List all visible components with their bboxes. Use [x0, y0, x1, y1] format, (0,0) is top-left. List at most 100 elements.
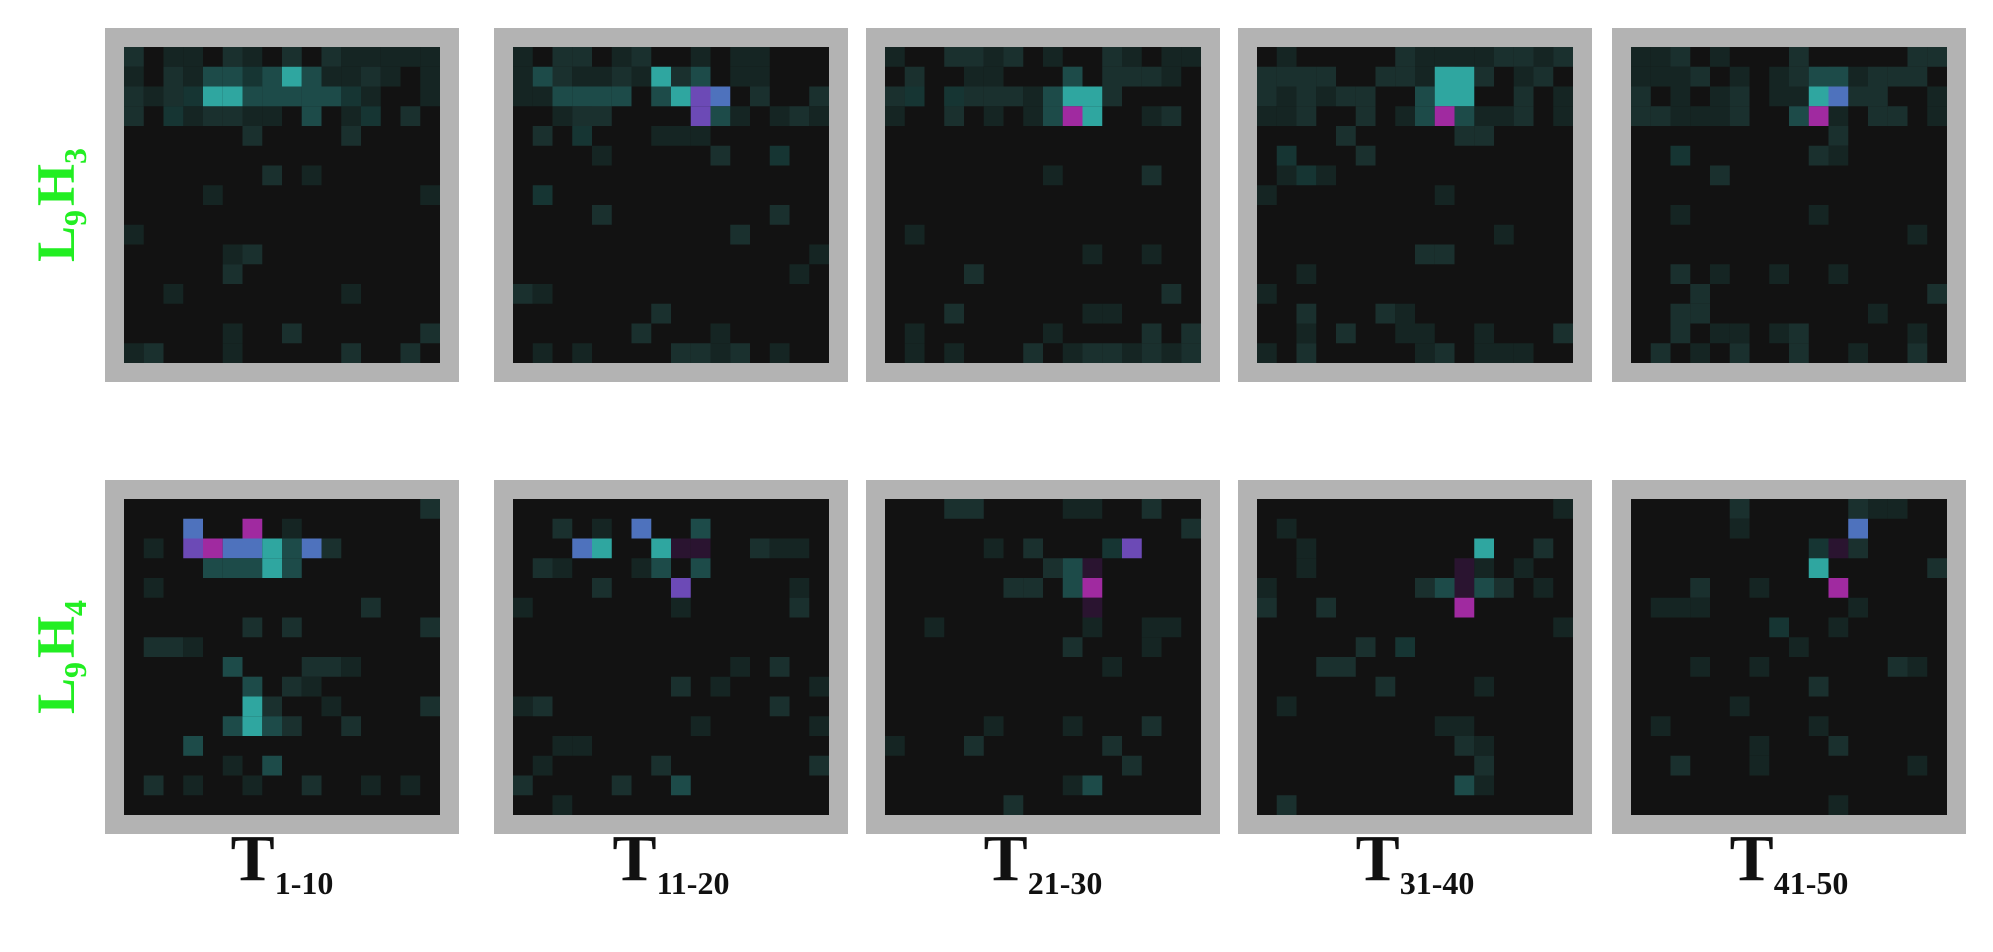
map-cell	[163, 284, 184, 304]
map-cell	[1023, 106, 1043, 126]
column-sub: 1-10	[275, 865, 334, 901]
map-cell	[904, 66, 925, 87]
map-cell	[183, 736, 203, 756]
map-cell	[1927, 47, 1947, 67]
map-cell	[1296, 558, 1317, 578]
map-cell	[885, 47, 905, 67]
map-cell	[321, 66, 342, 87]
map-cell	[1434, 578, 1455, 598]
map-cell	[1454, 716, 1475, 736]
map-cell	[885, 106, 905, 126]
map-cell	[1161, 47, 1182, 67]
map-cell	[1868, 86, 1888, 107]
map-cell	[420, 696, 440, 717]
map-cell	[1276, 145, 1297, 166]
map-cell	[341, 716, 361, 736]
map-cell	[1729, 518, 1750, 539]
map-cell	[1062, 499, 1083, 519]
map-cell	[1415, 578, 1435, 598]
map-cell	[809, 244, 829, 265]
map-cell	[282, 538, 302, 559]
map-cell	[1296, 106, 1317, 126]
map-cell	[1650, 47, 1671, 67]
map-cell	[690, 106, 711, 126]
map-cell	[1808, 106, 1829, 126]
map-cell	[242, 106, 263, 126]
map-cell	[611, 775, 632, 796]
map-cell	[572, 343, 592, 363]
map-cell	[203, 558, 223, 578]
map-cell	[1474, 538, 1494, 559]
map-cell	[1907, 657, 1928, 677]
map-cell	[1789, 323, 1809, 344]
row-layer-sub: 9	[57, 210, 93, 226]
map-cell	[1828, 66, 1849, 87]
map-cell	[1375, 303, 1396, 324]
map-cell	[1474, 47, 1494, 67]
map-cell	[1043, 106, 1063, 126]
map-cell	[183, 518, 203, 539]
map-cell	[1769, 86, 1789, 107]
map-cell	[1474, 578, 1494, 598]
map-cell	[1141, 499, 1162, 519]
map-cell	[631, 66, 652, 87]
column-main: T	[1356, 822, 1400, 895]
map-cell	[262, 716, 282, 736]
map-cell	[1415, 244, 1435, 265]
map-cell	[631, 558, 652, 578]
map-cell	[690, 538, 711, 559]
map-cell	[1690, 657, 1710, 677]
map-cell	[1316, 165, 1336, 186]
map-cell	[1023, 86, 1043, 107]
map-cell	[1082, 244, 1103, 265]
map-cell	[420, 47, 440, 67]
map-cell	[420, 499, 440, 519]
map-cell	[1729, 499, 1750, 519]
map-cell	[1161, 343, 1182, 363]
map-cell	[1887, 499, 1908, 519]
map-cell	[1828, 736, 1849, 756]
map-cell	[1082, 86, 1103, 107]
row-layer: L	[26, 678, 86, 714]
map-cell	[730, 106, 750, 126]
map-cell	[710, 86, 731, 107]
map-cell	[1474, 66, 1494, 87]
map-cell	[1257, 185, 1277, 205]
map-cell	[671, 597, 691, 618]
map-cell	[944, 86, 964, 107]
map-cell	[1355, 86, 1376, 107]
map-cell	[1062, 578, 1083, 598]
map-cell	[203, 106, 223, 126]
map-cell	[124, 343, 144, 363]
map-cell	[222, 558, 243, 578]
map-cell	[1141, 716, 1162, 736]
map-cell	[321, 538, 342, 559]
map-cell	[1122, 755, 1142, 776]
map-cell	[1650, 343, 1671, 363]
map-cell	[1434, 716, 1455, 736]
map-cell	[143, 637, 164, 657]
map-cell	[1102, 66, 1122, 87]
map-cell	[1023, 538, 1043, 559]
map-cell	[1553, 323, 1573, 344]
attention-panel	[866, 28, 1220, 382]
map-cell	[1161, 284, 1182, 304]
map-cell	[1296, 264, 1317, 284]
map-cell	[651, 126, 671, 146]
map-cell	[143, 775, 164, 796]
map-cell	[1181, 323, 1201, 344]
map-cell	[532, 558, 553, 578]
map-cell	[1395, 47, 1415, 67]
map-cell	[1848, 538, 1868, 559]
map-cell	[1336, 657, 1356, 677]
map-cell	[1355, 106, 1376, 126]
map-cell	[1828, 264, 1849, 284]
map-cell	[341, 47, 361, 67]
map-cell	[1553, 47, 1573, 67]
map-cell	[1670, 323, 1691, 344]
map-cell	[183, 538, 203, 559]
attention-panel	[105, 28, 459, 382]
map-cell	[1848, 597, 1868, 618]
map-cell	[809, 755, 829, 776]
map-cell	[1141, 637, 1162, 657]
